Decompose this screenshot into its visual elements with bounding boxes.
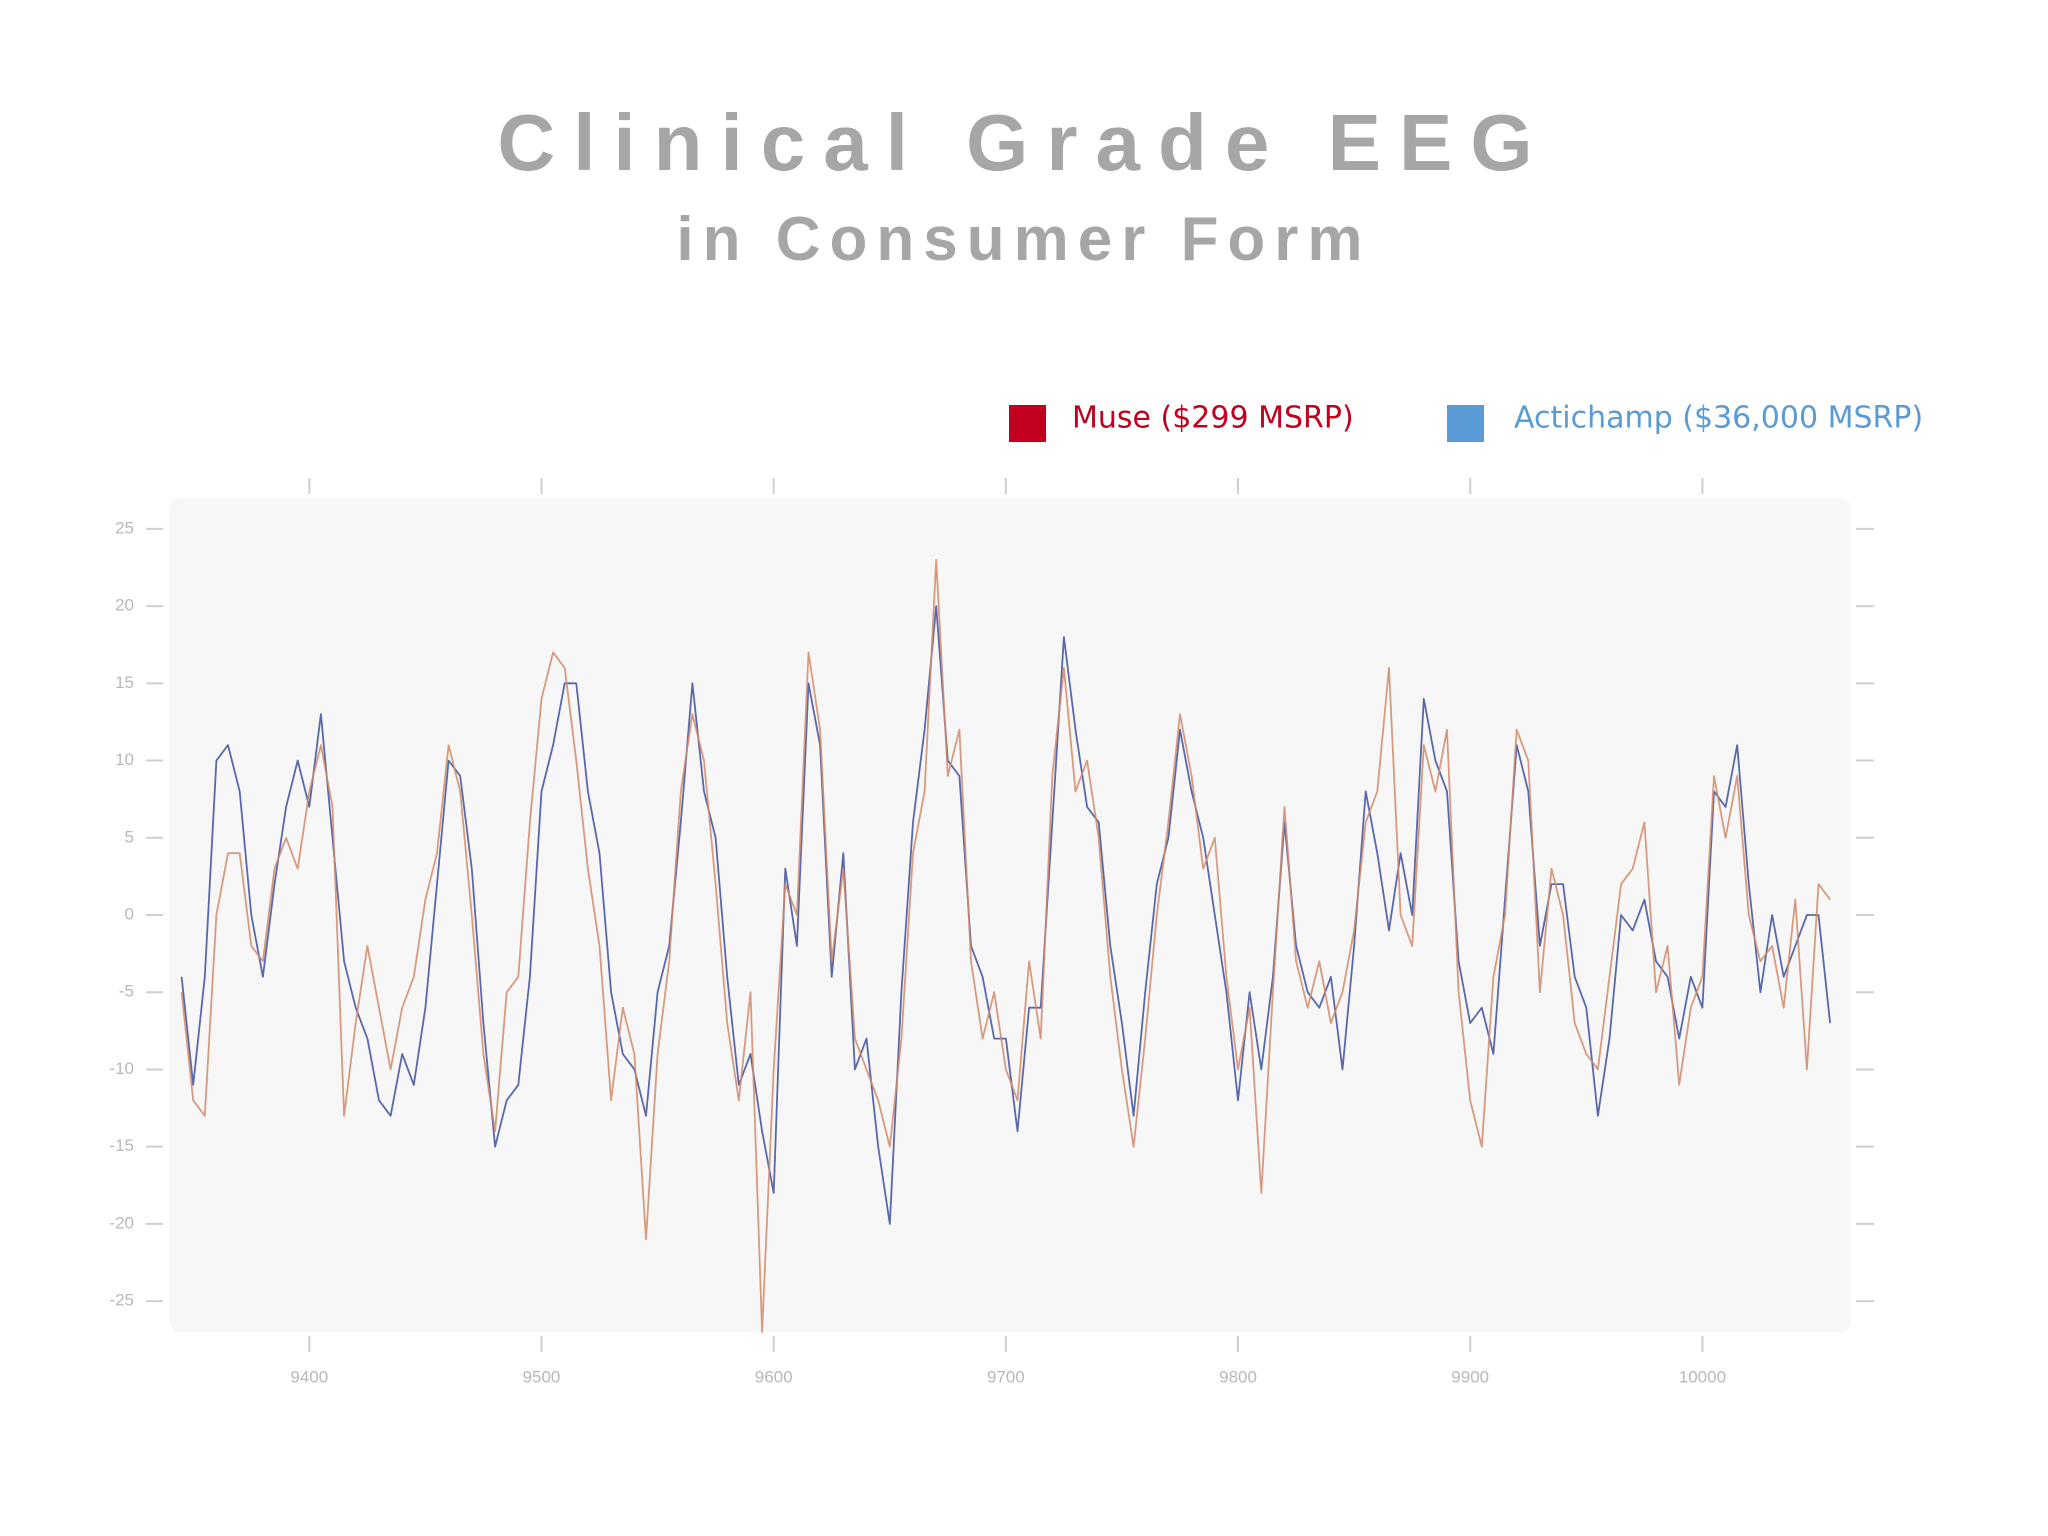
y-tick-label: 10 — [115, 750, 134, 769]
legend-label: Actichamp ($36,000 MSRP) — [1514, 401, 1923, 436]
y-tick-label: -20 — [109, 1213, 134, 1232]
series-line — [180, 558, 1831, 1333]
y-tick-label: 25 — [115, 518, 134, 537]
legend-swatch — [1009, 405, 1046, 442]
x-tick-label: 9400 — [290, 1367, 328, 1386]
x-tick-label: 10000 — [1679, 1367, 1726, 1386]
y-tick-label: -10 — [109, 1059, 134, 1078]
y-tick-label: 5 — [125, 827, 134, 846]
chart-title: Clinical Grade EEG — [497, 98, 1550, 187]
x-tick-label: 9700 — [987, 1367, 1025, 1386]
y-tick-label: 0 — [125, 904, 134, 923]
x-tick-label: 9800 — [1219, 1367, 1257, 1386]
plot-area — [170, 498, 1851, 1332]
x-tick-label: 9900 — [1451, 1367, 1489, 1386]
y-tick-label: -15 — [109, 1136, 134, 1155]
y-tick-label: 20 — [115, 596, 134, 615]
y-tick-label: -25 — [109, 1291, 134, 1310]
legend-swatch — [1447, 405, 1484, 442]
legend-label: Muse ($299 MSRP) — [1072, 401, 1354, 436]
y-tick-label: 15 — [115, 673, 134, 692]
x-tick-label: 9600 — [755, 1367, 793, 1386]
x-tick-label: 9500 — [523, 1367, 561, 1386]
chart-subtitle: in Consumer Form — [676, 205, 1371, 274]
y-tick-label: -5 — [119, 982, 134, 1001]
